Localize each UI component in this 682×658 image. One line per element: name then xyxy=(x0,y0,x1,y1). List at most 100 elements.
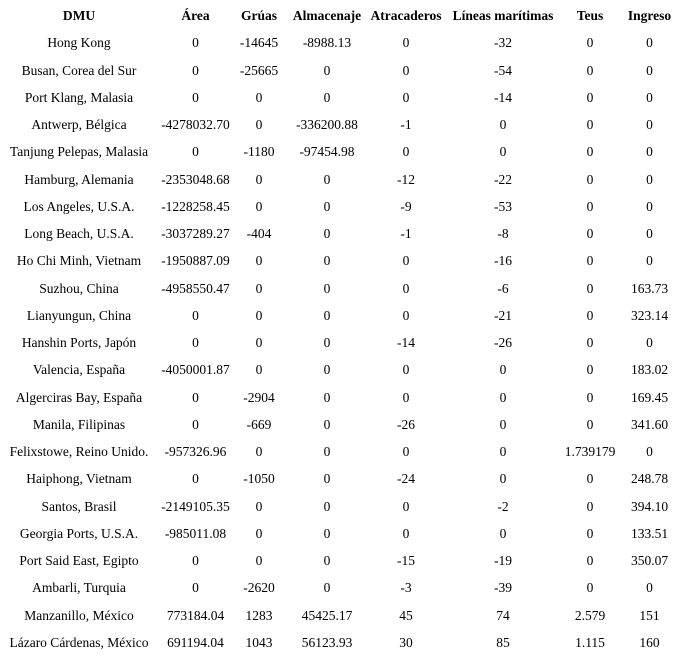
value-cell-teus: 0 xyxy=(586,498,594,514)
dmu-cell: Ambarli, Turquia xyxy=(32,580,126,596)
value-cell-area: 0 xyxy=(192,89,199,105)
dmu-cell: Georgia Ports, U.S.A. xyxy=(19,525,139,541)
value-cell-ingreso: 160 xyxy=(639,634,660,650)
dmu-cell: Lianyungun, China xyxy=(26,307,132,323)
table-row: Valencia, España -4050001.87 0 0 0 0 0 183.02 xyxy=(0,356,682,383)
value-cell-area: 0 xyxy=(192,471,199,487)
value-cell-ingreso: 0 xyxy=(646,171,653,187)
value-cell-teus: 0 xyxy=(586,525,594,541)
value-cell-gruas: 0 xyxy=(255,553,263,568)
value-cell-teus: 0 xyxy=(586,35,594,51)
value-cell-lineas-maritimas: 0 xyxy=(499,389,507,405)
dmu-cell: Felixstowe, Reino Unido. xyxy=(9,444,149,459)
value-cell-area: 0 xyxy=(192,35,199,51)
value-cell-area: -4958550.47 xyxy=(161,280,230,296)
value-cell-lineas-maritimas: -19 xyxy=(494,553,512,568)
value-cell-area: 0 xyxy=(192,307,199,323)
value-cell-area: -957326.96 xyxy=(164,444,227,459)
value-cell-ingreso: 0 xyxy=(646,62,653,78)
dmu-cell: Algerciras Bay, España xyxy=(15,389,143,405)
value-cell-area: -3037289.27 xyxy=(161,226,230,241)
dmu-cell: Port Klang, Malasia xyxy=(24,89,134,105)
value-cell-gruas: -1050 xyxy=(243,471,275,487)
value-cell-atracaderos: -12 xyxy=(397,171,415,187)
table-row: Tanjung Pelepas, Malasia 0 -1180 -97454.98 0… xyxy=(0,138,682,165)
value-cell-lineas-maritimas: 0 xyxy=(499,416,507,432)
value-cell-teus: 0 xyxy=(586,335,594,350)
value-cell-lineas-maritimas: 0 xyxy=(499,525,507,541)
value-cell-gruas: 0 xyxy=(255,335,263,350)
value-cell-lineas-maritimas: -2 xyxy=(497,498,509,514)
value-cell-gruas: -2904 xyxy=(243,389,275,405)
dmu-cell: Santos, Brasil xyxy=(41,498,117,514)
value-cell-ingreso: 0 xyxy=(646,35,653,51)
value-cell-lineas-maritimas: -54 xyxy=(494,62,512,78)
value-cell-almacenaje: 0 xyxy=(323,226,331,241)
value-cell-almacenaje: -336200.88 xyxy=(296,117,358,132)
value-cell-almacenaje: 0 xyxy=(323,444,331,459)
value-cell-almacenaje: 0 xyxy=(323,389,331,405)
value-cell-lineas-maritimas: 0 xyxy=(499,362,507,378)
value-cell-gruas: 0 xyxy=(255,253,263,269)
value-cell-gruas: 0 xyxy=(255,362,263,378)
value-cell-ingreso: 0 xyxy=(646,144,653,160)
value-cell-teus: 0 xyxy=(586,389,594,405)
value-cell-teus: 0 xyxy=(586,89,594,105)
value-cell-atracaderos: 0 xyxy=(402,307,410,323)
value-cell-teus: 0 xyxy=(586,62,594,78)
table-header: DMU Área Grúas Almacenaje Atracaderos Líneas … xyxy=(0,2,682,29)
value-cell-gruas: -14645 xyxy=(239,35,279,51)
column-header-area: Área xyxy=(181,8,210,23)
value-cell-gruas: 1043 xyxy=(245,634,273,650)
table-row: Haiphong, Vietnam 0 -1050 0 -24 0 0 248.78 xyxy=(0,465,682,492)
value-cell-almacenaje: 0 xyxy=(323,253,331,269)
value-cell-ingreso: 169.45 xyxy=(630,389,669,405)
dmu-cell: Haiphong, Vietnam xyxy=(26,471,132,487)
value-cell-atracaderos: 0 xyxy=(402,280,410,296)
value-cell-area: 773184.04 xyxy=(166,607,225,623)
value-cell-teus: 1.739179 xyxy=(564,444,616,459)
value-cell-ingreso: 248.78 xyxy=(630,471,669,487)
value-cell-teus: 0 xyxy=(586,280,594,296)
table-row: Busan, Corea del Sur 0 -25665 0 0 -54 0 0 xyxy=(0,57,682,84)
value-cell-teus: 1.115 xyxy=(575,634,605,650)
value-cell-almacenaje: 0 xyxy=(323,335,331,350)
column-header-atracaderos: Atracaderos xyxy=(370,8,442,23)
value-cell-almacenaje: 0 xyxy=(323,171,331,187)
value-cell-atracaderos: -9 xyxy=(400,198,412,214)
value-cell-ingreso: 163.73 xyxy=(630,280,669,296)
dmu-cell: Manila, Filipinas xyxy=(32,416,126,432)
value-cell-gruas: 1283 xyxy=(245,607,273,623)
value-cell-atracaderos: 0 xyxy=(402,253,410,269)
dmu-cell: Antwerp, Bélgica xyxy=(31,117,127,132)
table-row: Lázaro Cárdenas, México 691194.04 1043 5612… xyxy=(0,629,682,656)
value-cell-almacenaje: 0 xyxy=(323,62,331,78)
value-cell-lineas-maritimas: 0 xyxy=(499,144,507,160)
value-cell-area: 0 xyxy=(192,416,199,432)
dmu-cell: Hamburg, Alemania xyxy=(24,171,134,187)
table-row: Felixstowe, Reino Unido. -957326.96 0 0 0 0 1.… xyxy=(0,438,682,465)
value-cell-ingreso: 183.02 xyxy=(630,362,669,378)
value-cell-lineas-maritimas: -32 xyxy=(494,35,512,51)
table-row: Manila, Filipinas 0 -669 0 -26 0 0 341.60 xyxy=(0,411,682,438)
value-cell-atracaderos: 0 xyxy=(402,89,410,105)
value-cell-almacenaje: 0 xyxy=(323,498,331,514)
value-cell-lineas-maritimas: -8 xyxy=(497,226,509,241)
table-row: Hanshin Ports, Japón 0 0 0 -14 -26 0 0 xyxy=(0,329,682,356)
value-cell-ingreso: 341.60 xyxy=(630,416,669,432)
table-row: Algerciras Bay, España 0 -2904 0 0 0 0 169.45 xyxy=(0,384,682,411)
value-cell-teus: 0 xyxy=(586,416,594,432)
value-cell-ingreso: 0 xyxy=(646,226,653,241)
value-cell-ingreso: 0 xyxy=(646,198,653,214)
value-cell-gruas: 0 xyxy=(255,280,263,296)
column-header-almacenaje: Almacenaje xyxy=(292,8,362,23)
value-cell-lineas-maritimas: -39 xyxy=(494,580,512,596)
table-row: Port Klang, Malasia 0 0 0 0 -14 0 0 xyxy=(0,84,682,111)
value-cell-lineas-maritimas: -26 xyxy=(494,335,512,350)
dmu-cell: Long Beach, U.S.A. xyxy=(24,226,134,241)
value-cell-gruas: 0 xyxy=(255,89,263,105)
value-cell-area: 0 xyxy=(192,553,199,568)
value-cell-gruas: -669 xyxy=(246,416,272,432)
